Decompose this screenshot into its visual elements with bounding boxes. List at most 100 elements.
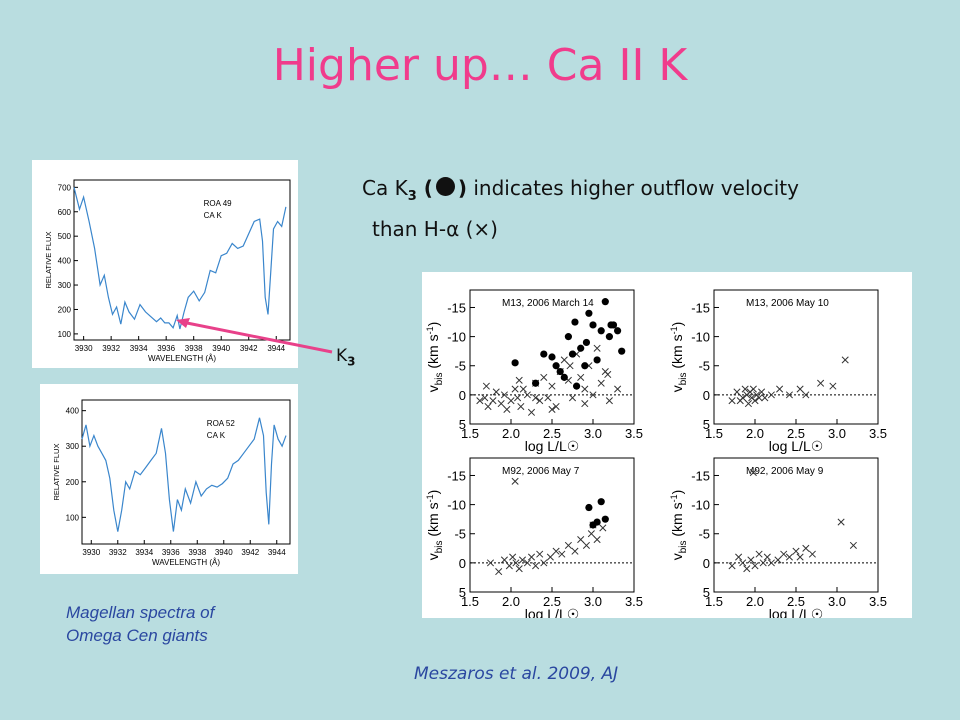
filled-dot-icon <box>435 177 455 196</box>
m92-may7-cross-point-18 <box>577 536 585 544</box>
m92-may9-cross-point-14 <box>796 553 804 561</box>
m13-march14-cross-point-27 <box>581 385 589 393</box>
roa49-ytick-label-5: 600 <box>58 208 72 217</box>
roa49-xtick-label-7: 3944 <box>267 344 285 353</box>
m13-march14-cross-point-34 <box>614 385 622 393</box>
roa49-xtick-label-0: 3930 <box>75 344 93 353</box>
m13-march14-xtick-label-3: 3.0 <box>584 426 602 441</box>
m13-may10-cross-point-9 <box>749 385 757 393</box>
m92-may9-cross-point-0 <box>728 562 736 570</box>
m13-may10-cross-point-0 <box>728 397 736 405</box>
m13-march14-cross-point-20 <box>552 402 560 411</box>
m13-march14-filled-point-4 <box>556 367 564 376</box>
m13-march14-ylabel-close: ) <box>425 322 441 327</box>
k3-label-subscript: 3 <box>347 354 356 369</box>
roa49-line-label: CA K <box>204 211 223 220</box>
m92-may9-cross-point-19 <box>749 469 757 477</box>
roa49-xtick-label-4: 3938 <box>185 344 203 353</box>
m92-may9-ytick-label-0: -15 <box>691 468 710 483</box>
m92-may7-cross-point-14 <box>552 547 560 555</box>
m92-may7-cross-point-3 <box>505 562 513 570</box>
m13-march14-filled-point-11 <box>585 309 593 317</box>
m13-may10-cross-point-13 <box>758 388 766 396</box>
m13-march14-cross-point-24 <box>568 394 577 402</box>
m92-may7-cross-point-1 <box>495 568 503 576</box>
m92-may7-title: M92, 2006 May 7 <box>502 466 580 477</box>
spectrum-chart-roa49: 3930 3932 3934 3936 3938 3940 3942 3944 100 200 30… <box>44 179 291 363</box>
m92-may7-ytick-label-4: 5 <box>459 585 466 600</box>
m13-march14-cross-point-22 <box>560 356 568 364</box>
description-line-1: Ca K3 () indicates higher outflow veloci… <box>362 172 799 213</box>
m13-may10-ylabel-close: ) <box>669 322 685 327</box>
m92-may9-cross-point-17 <box>837 518 845 526</box>
m92-may7-cross-point-0 <box>486 559 495 567</box>
m13-march14-cross-point-14 <box>527 408 536 416</box>
m13-may10-xtick-label-4: 3.5 <box>869 426 887 441</box>
m13-march14-filled-point-5 <box>560 373 568 381</box>
m92-may7-ylabel: vbis (km s-1) <box>425 490 445 561</box>
m13-march14-filled-point-23 <box>607 321 615 329</box>
roa52-star-label: ROA 52 <box>207 419 236 428</box>
m13-may10-cross-point-22 <box>841 356 849 364</box>
roa52-xtick-label-3: 3936 <box>162 548 180 557</box>
m13-may10-ylabel-main: v <box>669 385 685 392</box>
roa49-ytick-label-0: 100 <box>58 330 72 339</box>
m92-may9-cross-point-12 <box>785 553 793 561</box>
m13-march14-ylabel-unit: (km s <box>425 334 441 372</box>
m92-may7-xtick-label-1: 2.0 <box>502 594 520 609</box>
m92-may9-ytick-label-2: -5 <box>698 527 710 542</box>
m13-march14-filled-point-7 <box>568 350 577 358</box>
m13-march14-cross-point-2 <box>484 402 492 411</box>
m13-march14-cross-point-12 <box>519 385 527 393</box>
m92-may7-xtick-label-0: 1.5 <box>461 594 479 609</box>
m13-march14-filled-point-6 <box>564 333 572 341</box>
m13-march14-filled-point-1 <box>532 379 540 387</box>
m92-may7-cross-point-16 <box>564 541 572 549</box>
m13-may10-ytick-label-1: -10 <box>691 330 710 345</box>
k3-arrow-line <box>181 320 333 354</box>
m13-march14-filled-point-15 <box>601 298 609 306</box>
m92-may9-cross-point-10 <box>774 556 782 564</box>
m13-march14-cross-point-38 <box>548 405 556 413</box>
roa52-xtick-label-2: 3934 <box>135 548 153 557</box>
m13-march14-filled-point-21 <box>571 318 579 326</box>
m13-march14-cross-point-31 <box>597 379 605 387</box>
m13-march14-ytick-label-4: 5 <box>459 417 466 432</box>
m92-may7-ytick-label-1: -10 <box>447 498 466 513</box>
m13-march14-xtick-label-2: 2.5 <box>543 426 561 441</box>
description-paren-close: ) <box>457 176 467 200</box>
m13-march14-cross-point-29 <box>589 391 597 399</box>
m92-may9-ytick-label-4: 5 <box>703 585 710 600</box>
roa52-ytick-label-0: 100 <box>66 513 80 522</box>
m92-may7-xtick-label-3: 3.0 <box>584 594 602 609</box>
m13-march14-filled-point-19 <box>618 347 626 355</box>
roa49-ylabel: RELATIVE FLUX <box>44 232 53 289</box>
roa52-group: 3930 3932 3934 3936 3938 3940 3942 3944 100 200 30… <box>52 399 291 567</box>
roa52-xtick-label-4: 3938 <box>188 548 206 557</box>
m13-march14-filled-point-20 <box>548 353 556 361</box>
m13-march14-cross-point-18 <box>544 394 552 402</box>
roa49-spectrum-line <box>73 187 287 330</box>
m13-may10-cross-point-12 <box>755 394 763 402</box>
m92-may7-ytick-label-2: -5 <box>454 527 466 542</box>
m92-may7-xtick-label-4: 3.5 <box>625 594 643 609</box>
m13-march14-filled-point-18 <box>614 327 622 335</box>
m13-march14-ytick-label-2: -5 <box>454 359 466 374</box>
m92-may7-cross-point-2 <box>500 556 508 564</box>
m92-may9-cross-point-18 <box>849 541 857 549</box>
m13-may10-cross-point-3 <box>739 394 747 402</box>
m92-may7-cross-point-11 <box>536 550 544 558</box>
m92-may7-cross-point-10 <box>532 562 540 570</box>
roa52-ytick-label-1: 200 <box>66 478 80 487</box>
m92-may7-ytick-label-3: 0 <box>459 556 466 571</box>
roa49-xlabel: WAVELENGTH (Å) <box>148 354 216 363</box>
m13-may10-cross-point-20 <box>817 379 825 387</box>
m13-may10-cross-point-6 <box>744 400 752 408</box>
m92-may7-cross-point-21 <box>593 536 601 544</box>
roa52-spectrum-line <box>81 417 287 532</box>
description-ca-k: Ca K <box>362 176 408 200</box>
m13-march14-filled-point-8 <box>573 382 581 390</box>
